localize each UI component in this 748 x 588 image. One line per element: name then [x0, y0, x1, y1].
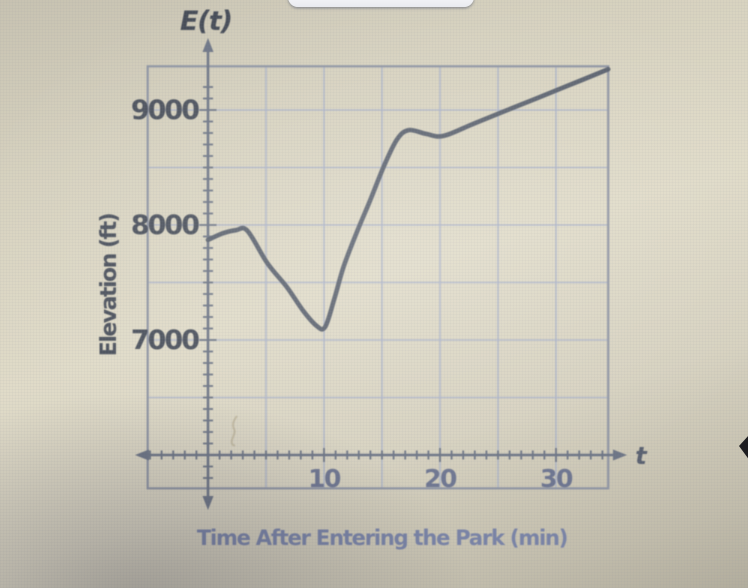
gridlines [147, 66, 609, 489]
x-tick-label: 10 [308, 464, 341, 493]
y-tick-label: 7000 [131, 325, 199, 356]
tick-marks [149, 86, 604, 479]
y-tick-label: 9000 [131, 95, 199, 126]
y-tick-label: 8000 [131, 210, 199, 241]
curve-layer [205, 66, 611, 332]
axes [135, 38, 627, 510]
x-axis-symbol: t [635, 442, 648, 470]
y-axis-label: Elevation (ft) [97, 213, 122, 356]
x-axis-label: Time After Entering the Park (min) [197, 526, 567, 550]
y-axis-up-arrow [202, 38, 214, 52]
y-axis-down-arrow [202, 496, 214, 510]
x-axis-left-arrow [135, 449, 149, 461]
elevation-curve [205, 66, 611, 332]
pointer-arrow-icon [739, 434, 748, 461]
y-axis-title: E(t) [180, 6, 232, 37]
pencil-smudge [230, 415, 238, 447]
x-axis-right-arrow [613, 449, 627, 461]
plot-border [146, 65, 610, 490]
x-tick-label: 20 [424, 464, 457, 493]
x-tick-label: 30 [540, 464, 573, 493]
tick-labels: 10 20 30 7000 8000 9000 [131, 95, 575, 493]
popup-bottom-edge [288, 0, 474, 7]
plot-frame [146, 65, 610, 490]
